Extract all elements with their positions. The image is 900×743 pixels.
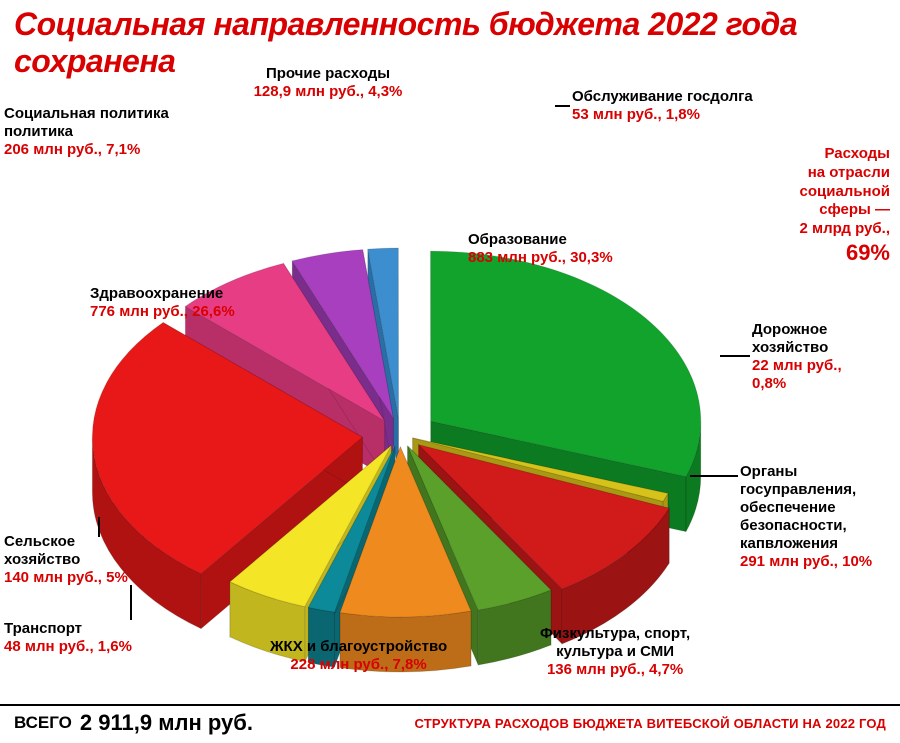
total-value: 2 911,9 млн руб.: [72, 710, 253, 736]
label-other: Прочие расходы 128,9 млн руб., 4,3%: [218, 65, 438, 101]
label-transport: Транспорт 48 млн руб., 1,6%: [4, 620, 132, 656]
budget-pie-chart: Прочие расходы 128,9 млн руб., 4,3% Обсл…: [0, 55, 900, 695]
label-social: Социальная политика политика 206 млн руб…: [4, 105, 169, 159]
label-debt: Обслуживание госдолга 53 млн руб., 1,8%: [572, 88, 753, 124]
footer-bar: ВСЕГО 2 911,9 млн руб. СТРУКТУРА РАСХОДО…: [0, 704, 900, 740]
label-housing: ЖКХ и благоустройство 228 млн руб., 7,8%: [270, 638, 447, 674]
label-sport: Физкультура, спорт, культура и СМИ 136 м…: [540, 625, 690, 679]
total-label: ВСЕГО: [0, 713, 72, 733]
label-agri: Сельское хозяйство 140 млн руб., 5%: [4, 533, 128, 587]
label-roads: Дорожное хозяйство 22 млн руб., 0,8%: [752, 321, 842, 393]
label-health: Здравоохранение 776 млн руб., 26,6%: [90, 285, 235, 321]
highlight-social-share: Расходы на отрасли социальной сферы — 2 …: [740, 145, 890, 266]
label-education: Образование 883 млн руб., 30,3%: [468, 231, 613, 267]
label-gov: Органы госуправления, обеспечение безопа…: [740, 463, 895, 571]
footer-subtitle: СТРУКТУРА РАСХОДОВ БЮДЖЕТА ВИТЕБСКОЙ ОБЛ…: [415, 716, 900, 731]
